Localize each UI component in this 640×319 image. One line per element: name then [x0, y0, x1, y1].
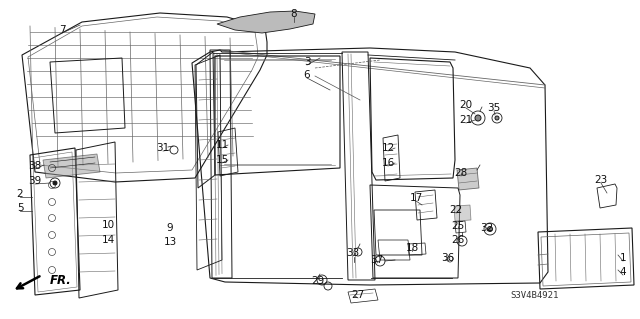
Text: 17: 17 — [410, 193, 422, 203]
Text: 6: 6 — [304, 70, 310, 80]
Text: 31: 31 — [156, 143, 170, 153]
Text: 35: 35 — [488, 103, 500, 113]
Text: 9: 9 — [166, 223, 173, 233]
Text: 38: 38 — [28, 161, 42, 171]
Text: 14: 14 — [101, 235, 115, 245]
Text: 18: 18 — [405, 243, 419, 253]
Text: 7: 7 — [59, 25, 65, 35]
Text: 8: 8 — [291, 9, 298, 19]
Polygon shape — [217, 11, 315, 33]
Text: 13: 13 — [163, 237, 177, 247]
Text: 39: 39 — [28, 176, 42, 186]
Text: 23: 23 — [595, 175, 607, 185]
Text: 10: 10 — [101, 220, 115, 230]
Polygon shape — [454, 205, 471, 221]
Text: 36: 36 — [442, 253, 454, 263]
Polygon shape — [43, 154, 100, 178]
Text: 4: 4 — [620, 267, 627, 277]
Text: 3: 3 — [304, 57, 310, 67]
Text: 12: 12 — [381, 143, 395, 153]
Text: FR.: FR. — [50, 275, 72, 287]
Text: 22: 22 — [449, 205, 463, 215]
Circle shape — [53, 181, 57, 185]
Text: 5: 5 — [17, 203, 23, 213]
Text: 16: 16 — [381, 158, 395, 168]
Text: 25: 25 — [451, 221, 465, 231]
Text: 1: 1 — [620, 253, 627, 263]
Text: S3V4B4921: S3V4B4921 — [511, 292, 559, 300]
Text: 32: 32 — [481, 223, 493, 233]
Text: 37: 37 — [371, 255, 383, 265]
Text: 15: 15 — [216, 155, 228, 165]
Polygon shape — [457, 168, 479, 190]
Text: 2: 2 — [17, 189, 23, 199]
Circle shape — [488, 226, 493, 232]
Text: 26: 26 — [451, 235, 465, 245]
Text: 29: 29 — [312, 276, 324, 286]
Text: 33: 33 — [346, 248, 360, 258]
Text: 28: 28 — [454, 168, 468, 178]
Text: 27: 27 — [351, 290, 365, 300]
Circle shape — [495, 116, 499, 120]
Text: 20: 20 — [460, 100, 472, 110]
Text: 11: 11 — [216, 140, 228, 150]
Text: 21: 21 — [460, 115, 472, 125]
Circle shape — [475, 115, 481, 121]
